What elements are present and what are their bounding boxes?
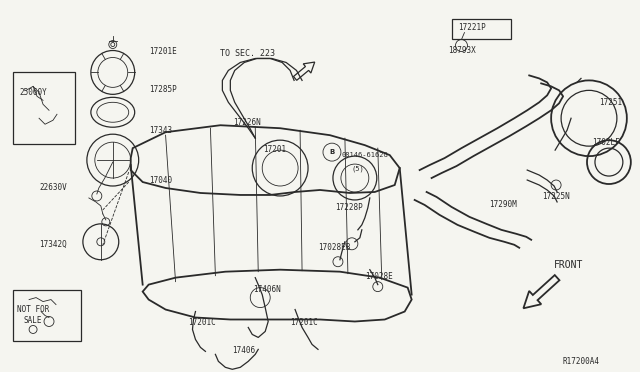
Bar: [13, 290, 81, 341]
Text: R17200A4: R17200A4: [562, 357, 599, 366]
Text: 18793X: 18793X: [449, 45, 476, 55]
Text: 17201E: 17201E: [148, 46, 177, 55]
Text: 1702LF: 1702LF: [592, 138, 620, 147]
Text: 17201C: 17201C: [290, 318, 318, 327]
Text: SALE: SALE: [23, 315, 42, 324]
Text: 08146-6162G: 08146-6162G: [342, 152, 388, 158]
Text: (5): (5): [352, 165, 365, 171]
Text: 17290M: 17290M: [490, 200, 517, 209]
Text: 22630V: 22630V: [39, 183, 67, 192]
Text: 17028EB: 17028EB: [318, 243, 350, 252]
Text: 17028E: 17028E: [365, 272, 392, 281]
Text: 17225N: 17225N: [542, 192, 570, 201]
Text: 17406N: 17406N: [253, 285, 281, 294]
Text: 25060Y: 25060Y: [19, 89, 47, 97]
Text: 17040: 17040: [148, 176, 172, 185]
Text: 17221P: 17221P: [458, 23, 486, 32]
Text: 17201: 17201: [263, 145, 286, 154]
Text: 17251: 17251: [599, 98, 622, 108]
Text: B: B: [330, 149, 335, 155]
Text: FRONT: FRONT: [554, 260, 584, 270]
Text: NOT FOR: NOT FOR: [17, 305, 49, 314]
Text: 17406: 17406: [232, 346, 255, 355]
Text: 17343: 17343: [148, 126, 172, 135]
Text: 17342Q: 17342Q: [39, 240, 67, 249]
Bar: [451, 19, 511, 39]
Text: 17285P: 17285P: [148, 86, 177, 94]
Text: 17201C: 17201C: [189, 318, 216, 327]
Bar: [13, 73, 75, 144]
Text: 17226N: 17226N: [234, 118, 261, 127]
Text: TO SEC. 223: TO SEC. 223: [220, 48, 275, 58]
Text: 17228P: 17228P: [335, 203, 363, 212]
